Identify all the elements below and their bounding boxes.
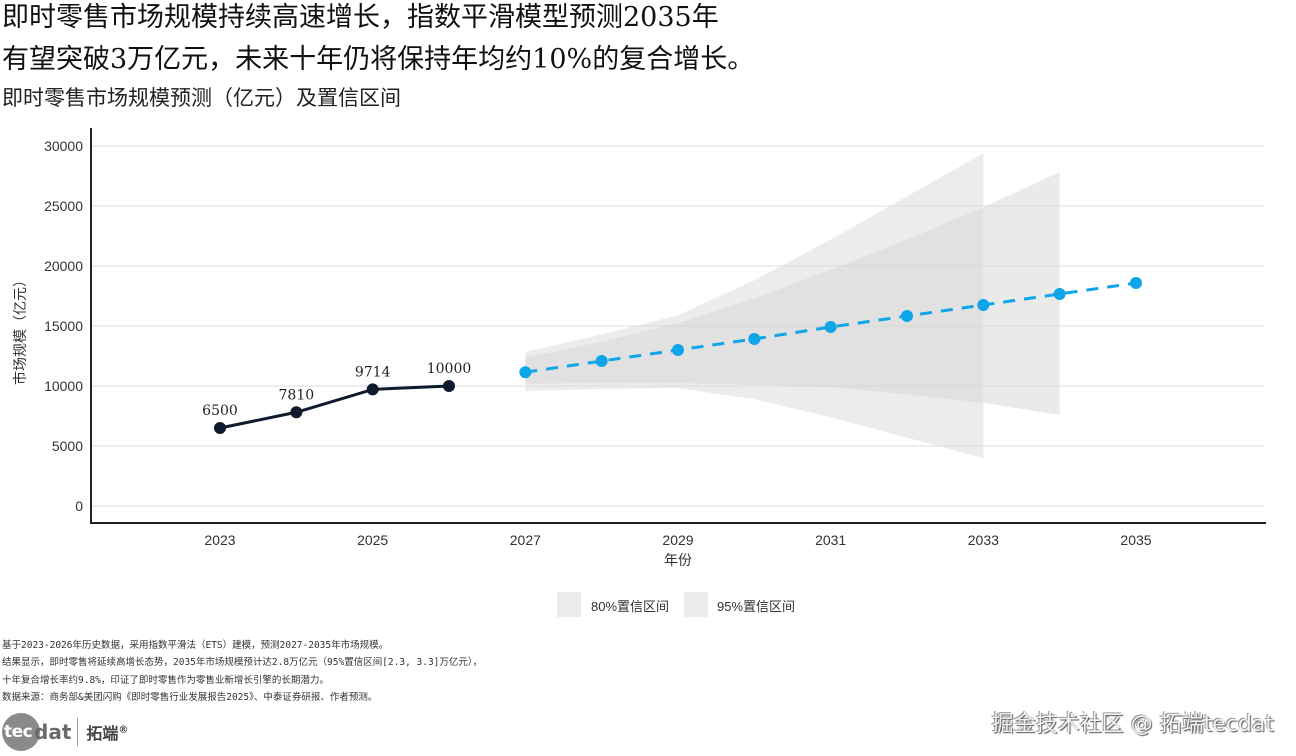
footnotes: 基于2023-2026年历史数据，采用指数平滑法（ETS）建模，预测2027-2…: [2, 637, 482, 706]
logo-divider: [77, 718, 79, 746]
x-tick-label: 2033: [968, 532, 999, 548]
forecast-point: [977, 299, 990, 311]
headline-line-1: 即时零售市场规模持续高速增长，指数平滑模型预测2035年: [2, 2, 719, 33]
tecdat-logo: tec dat 拓端®: [2, 712, 128, 752]
watermark: 掘金技术社区 @ 拓端tecdat: [991, 712, 1274, 737]
y-tick-labels: 0 5000 10000 15000 20000 25000 30000: [44, 138, 83, 514]
historical-point: [443, 380, 455, 392]
data-label: 10000: [427, 361, 472, 377]
footnote-line: 基于2023-2026年历史数据，采用指数平滑法（ETS）建模，预测2027-2…: [2, 640, 389, 651]
chart-title: 即时零售市场规模预测（亿元）及置信区间: [2, 86, 401, 110]
forecast-point: [595, 355, 608, 368]
forecast-point: [1130, 277, 1142, 290]
logo-circle-text: tec: [4, 722, 33, 742]
logo-text: dat: [34, 720, 72, 744]
legend-label-95: 95%置信区间: [717, 599, 795, 614]
y-tick-label: 10000: [44, 378, 83, 394]
band-80: [525, 172, 1060, 416]
y-tick-label: 15000: [44, 318, 83, 334]
historical-line: [219, 384, 450, 430]
y-tick-label: 30000: [44, 138, 83, 154]
forecast-point: [519, 366, 532, 379]
data-label: 6500: [202, 403, 238, 419]
x-tick-label: 2031: [815, 532, 846, 548]
forecast-point: [901, 310, 913, 323]
historical-point: [214, 422, 226, 434]
x-tick-label: 2029: [662, 532, 693, 548]
logo-cn-text: 拓端: [86, 724, 119, 743]
confidence-bands: [525, 153, 1060, 458]
logo-registered-mark: ®: [118, 724, 129, 736]
data-labels: 6500 7810 9714 10000: [202, 361, 471, 419]
x-tick-label: 2027: [510, 532, 541, 548]
data-label: 7810: [279, 387, 315, 403]
historical-point: [366, 383, 379, 396]
y-tick-label: 0: [75, 498, 83, 514]
series-layer: [214, 277, 1142, 434]
historical-point: [290, 406, 303, 419]
y-axis-label: 市场规模（亿元）: [12, 273, 29, 385]
footnote-line: 结果显示，即时零售将延续高增长态势，2035年市场规模预计达2.8万亿元（95%…: [2, 657, 483, 669]
logo-cn: 拓端®: [86, 720, 128, 744]
legend-swatch-80: [557, 592, 581, 617]
x-tick-label: 2023: [204, 532, 235, 548]
x-tick-label: 2035: [1120, 532, 1151, 548]
footnote-line: 十年复合增长率约9.8%，印证了即时零售作为零售业新增长引擎的长期潜力。: [2, 674, 329, 686]
x-tick-labels: 2023 2025 2027 2029 2031 2033 2035: [204, 532, 1151, 548]
legend-label-80: 80%置信区间: [591, 599, 669, 614]
y-tick-label: 20000: [44, 258, 83, 274]
forecast-point: [824, 320, 837, 333]
y-tick-label: 25000: [44, 198, 83, 214]
logo-circle: tec: [2, 713, 40, 751]
forecast-point: [672, 344, 684, 356]
headline-line-2: 有望突破3万亿元，未来十年仍将保持年均约10%的复合增长。: [2, 44, 755, 75]
x-tick-label: 2025: [357, 532, 388, 548]
data-label: 9714: [355, 364, 391, 380]
y-tick-label: 5000: [52, 438, 83, 454]
legend: 80%置信区间 95%置信区间: [557, 592, 795, 617]
footnote-line: 数据来源：商务部&美团闪购《即时零售行业发展报告2025》、中泰证券研报、作者预…: [2, 691, 378, 703]
forecast-point: [1053, 287, 1066, 300]
legend-swatch-95: [684, 592, 708, 617]
x-axis-label: 年份: [664, 553, 692, 569]
forecast-point: [748, 332, 761, 345]
forecast-line: [525, 281, 1137, 374]
